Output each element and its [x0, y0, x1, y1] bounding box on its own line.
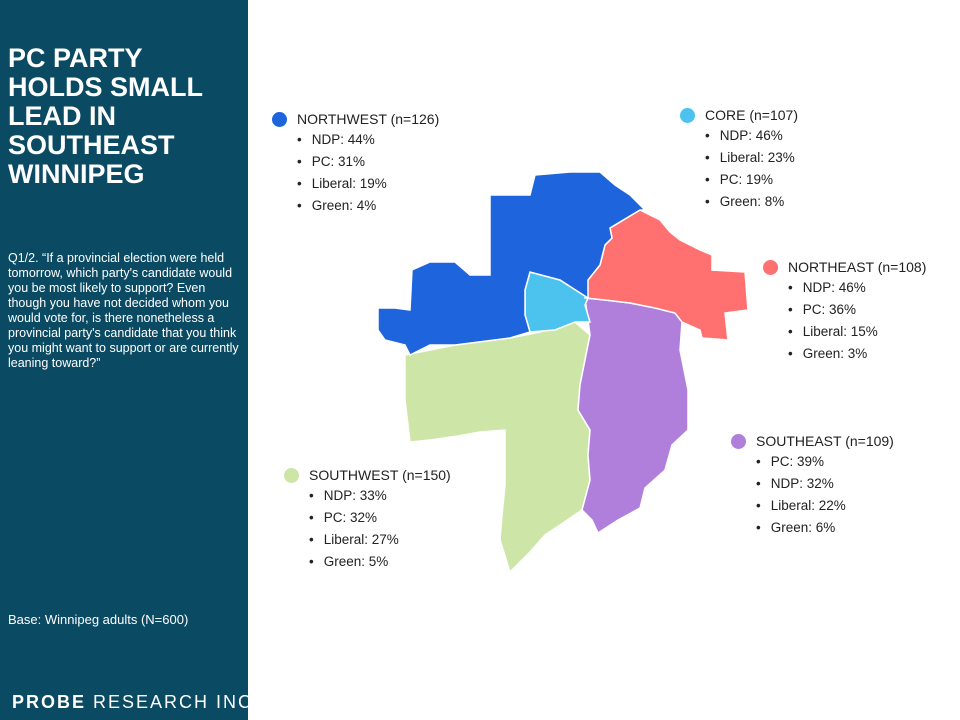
legend-item: NDP: 32%	[756, 474, 894, 496]
legend-item: NDP: 46%	[705, 126, 798, 148]
logo-brand: PROBE	[12, 692, 87, 712]
legend-item: NDP: 44%	[297, 130, 439, 152]
legend-item: Liberal: 22%	[756, 496, 894, 518]
legend-southwest: SOUTHWEST (n=150) NDP: 33% PC: 32% Liber…	[284, 466, 451, 574]
legend-northwest-label: NORTHWEST (n=126)	[297, 111, 440, 127]
sidebar: PC PARTY HOLDS SMALL LEAD IN SOUTHEAST W…	[0, 0, 258, 720]
legend-item: Liberal: 27%	[309, 530, 451, 552]
winnipeg-region-map	[377, 171, 749, 574]
map-region-southeast	[577, 297, 689, 535]
logo-rest: RESEARCH INC.	[86, 692, 261, 712]
legend-southeast-label: SOUTHEAST (n=109)	[756, 433, 894, 449]
legend-southwest-label: SOUTHWEST (n=150)	[309, 467, 451, 483]
legend-item: PC: 31%	[297, 152, 439, 174]
legend-core: CORE (n=107) NDP: 46% Liberal: 23% PC: 1…	[680, 106, 798, 214]
legend-item: Liberal: 15%	[788, 322, 926, 344]
map-region-northwest	[377, 171, 647, 357]
legend-core-label: CORE (n=107)	[705, 107, 798, 123]
legend-item: Liberal: 23%	[705, 148, 798, 170]
northwest-color-dot	[272, 111, 287, 127]
legend-item: Green: 5%	[309, 552, 451, 574]
southwest-color-dot	[284, 467, 299, 483]
legend-item: Green: 6%	[756, 518, 894, 540]
legend-item: Green: 4%	[297, 196, 439, 218]
map-region-southwest	[404, 321, 591, 574]
survey-question: Q1/2. “If a provincial election were hel…	[8, 251, 239, 370]
southeast-color-dot	[731, 433, 746, 449]
legend-item: NDP: 46%	[788, 278, 926, 300]
legend-item: Liberal: 19%	[297, 174, 439, 196]
legend-item: PC: 32%	[309, 508, 451, 530]
legend-item: PC: 39%	[756, 452, 894, 474]
northeast-color-dot	[763, 259, 778, 275]
legend-northeast: NORTHEAST (n=108) NDP: 46% PC: 36% Liber…	[763, 258, 926, 366]
legend-item: Green: 3%	[788, 344, 926, 366]
probe-research-logo: PROBE RESEARCH INC.	[12, 692, 258, 713]
legend-item: NDP: 33%	[309, 486, 451, 508]
legend-item: PC: 36%	[788, 300, 926, 322]
legend-northwest: NORTHWEST (n=126) NDP: 44% PC: 31% Liber…	[272, 110, 439, 218]
page-title: PC PARTY HOLDS SMALL LEAD IN SOUTHEAST W…	[8, 43, 203, 189]
legend-item: Green: 8%	[705, 192, 798, 214]
legend-southeast: SOUTHEAST (n=109) PC: 39% NDP: 32% Liber…	[731, 432, 894, 540]
core-color-dot	[680, 107, 695, 123]
legend-item: PC: 19%	[705, 170, 798, 192]
legend-northeast-label: NORTHEAST (n=108)	[788, 259, 927, 275]
base-note: Base: Winnipeg adults (N=600)	[8, 612, 189, 627]
